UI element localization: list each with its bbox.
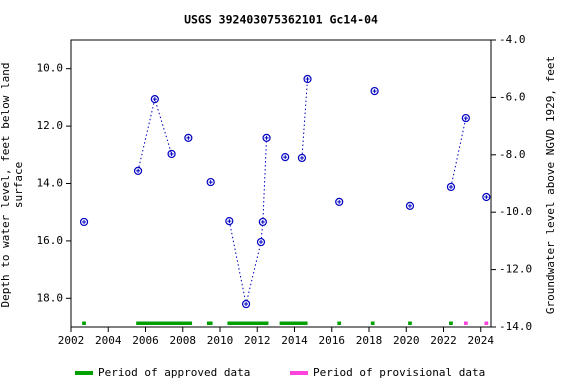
period-bar (408, 321, 412, 325)
y-tick-label: 10.0 (37, 62, 64, 75)
data-point-cross (258, 240, 263, 245)
data-point (150, 95, 159, 104)
data-point (482, 192, 491, 202)
data-point-cross (136, 168, 141, 173)
data-point (281, 152, 290, 162)
data-point (405, 201, 415, 210)
data-line (138, 79, 486, 304)
period-bar (449, 321, 453, 325)
x-tick-label: 2006 (132, 334, 159, 347)
data-point-cross (305, 77, 310, 82)
data-point (297, 153, 307, 163)
data-point-cross (227, 219, 232, 224)
period-bar (206, 321, 213, 325)
y-tick-label: 14.0 (37, 177, 64, 190)
x-tick-label: 2008 (170, 334, 197, 347)
period-bar (337, 321, 342, 325)
data-point-cross (186, 135, 191, 140)
x-tick-label: 2022 (430, 334, 457, 347)
y-tick-label: 16.0 (37, 234, 64, 247)
legend-label: Period of provisional data (313, 366, 485, 379)
y2-axis-label: Groundwater level above NGVD 1929, feet (544, 56, 557, 314)
period-bar (227, 321, 269, 325)
x-tick-label: 2024 (468, 334, 495, 347)
y2-tick-label: -8.0 (499, 148, 526, 161)
period-bar (136, 321, 193, 325)
x-tick-label: 2002 (58, 334, 85, 347)
y2-tick-label: -14.0 (499, 320, 532, 333)
x-tick-label: 2014 (281, 334, 308, 347)
data-point-cross (484, 194, 489, 199)
data-point (262, 133, 271, 142)
data-point (258, 217, 267, 227)
data-point-cross (152, 97, 157, 102)
data-point (241, 299, 251, 309)
legend-label: Period of approved data (98, 366, 250, 379)
data-point (446, 182, 456, 192)
data-point (133, 166, 143, 175)
data-point-cross (463, 116, 468, 121)
data-point-cross (208, 180, 213, 185)
data-point-cross (244, 302, 249, 307)
x-tick-label: 2016 (319, 334, 346, 347)
period-bar (82, 321, 86, 325)
data-point (184, 133, 193, 142)
y-axis-label: Depth to water level, feet below landsur… (0, 62, 25, 307)
chart-title: USGS 392403075362101 Gc14-04 (184, 13, 378, 27)
data-point-cross (372, 89, 377, 94)
period-bar (279, 321, 308, 325)
data-point (256, 237, 266, 247)
y2-tick-label: -12.0 (499, 263, 532, 276)
x-tick-label: 2012 (244, 334, 271, 347)
data-point-cross (264, 135, 269, 140)
data-point (206, 177, 215, 187)
period-bar (463, 321, 468, 325)
period-bar (484, 321, 489, 325)
x-tick-label: 2018 (356, 334, 383, 347)
data-point (79, 217, 89, 227)
data-point-cross (169, 151, 174, 156)
y-tick-label: 12.0 (37, 119, 64, 132)
data-point-cross (82, 219, 87, 224)
data-point (303, 74, 312, 84)
data-point-cross (283, 155, 288, 160)
data-point (335, 197, 344, 206)
data-point-cross (299, 155, 304, 160)
x-tick-label: 2020 (393, 334, 420, 347)
data-point-cross (407, 203, 412, 208)
y2-tick-label: -10.0 (499, 205, 532, 218)
data-point (461, 113, 470, 123)
data-point (370, 86, 379, 96)
data-point (225, 216, 234, 226)
x-tick-label: 2004 (95, 334, 122, 347)
data-point-cross (337, 199, 342, 204)
plot-frame (70, 39, 492, 328)
data-point-cross (448, 184, 453, 189)
y2-tick-label: -4.0 (499, 33, 526, 46)
y-tick-label: 18.0 (37, 291, 64, 304)
data-point-cross (260, 219, 265, 224)
y2-tick-label: -6.0 (499, 90, 526, 103)
data-point (167, 149, 176, 159)
x-tick-label: 2010 (207, 334, 234, 347)
period-bar (370, 321, 375, 325)
